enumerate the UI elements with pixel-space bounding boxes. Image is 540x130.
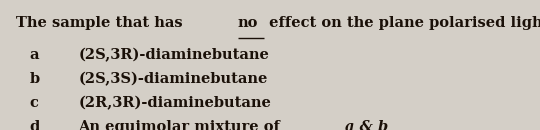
Text: c: c — [30, 96, 38, 110]
Text: effect on the plane polarised light is a solution of:: effect on the plane polarised light is a… — [264, 16, 540, 30]
Text: (2R,3R)-diaminebutane: (2R,3R)-diaminebutane — [78, 96, 271, 110]
Text: a: a — [30, 48, 39, 62]
Text: d: d — [30, 120, 40, 130]
Text: (2S,3S)-diaminebutane: (2S,3S)-diaminebutane — [78, 72, 268, 86]
Text: The sample that has: The sample that has — [16, 16, 188, 30]
Text: b: b — [30, 72, 40, 86]
Text: a & b: a & b — [346, 120, 389, 130]
Text: An equimolar mixture of: An equimolar mixture of — [78, 120, 285, 130]
Text: no: no — [238, 16, 258, 30]
Text: (2S,3R)-diaminebutane: (2S,3R)-diaminebutane — [78, 48, 269, 62]
